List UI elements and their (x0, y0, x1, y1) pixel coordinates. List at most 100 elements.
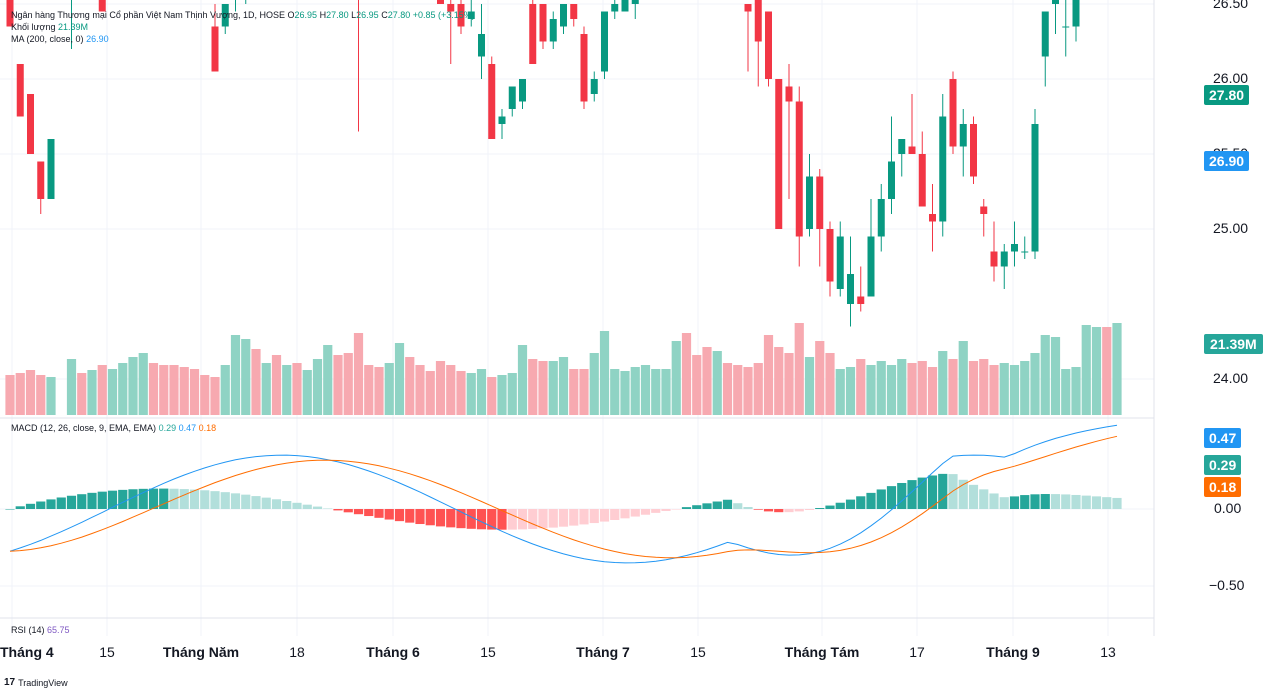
macd-hist-bar (630, 509, 640, 517)
legend-rsi[interactable]: RSI (14) 65.75 (11, 624, 70, 636)
volume-bar (466, 373, 476, 415)
candle-body (508, 86, 516, 109)
time-tick-label: 15 (690, 644, 706, 660)
macd-hist-bar (220, 492, 230, 509)
candle-body (970, 124, 977, 177)
candle-body (498, 116, 506, 124)
legend-volume-label: Khối lượng (11, 22, 56, 32)
volume-bar (845, 367, 856, 415)
volume-bar (374, 367, 384, 415)
macd-hist-bar (261, 497, 271, 509)
macd-hist-bar (835, 502, 845, 509)
tradingview-brand: TradingView (18, 677, 68, 688)
legend-ma-value: 26.90 (86, 34, 109, 44)
volume-bar (579, 369, 589, 415)
volume-bar (323, 345, 333, 415)
volume-bar (897, 359, 907, 415)
volume-tag: 21.39M (1204, 334, 1263, 354)
macd-hist-bar (671, 509, 681, 510)
macd-hist-bar (476, 509, 487, 530)
volume-bar (856, 359, 866, 415)
macd-hist-bar (1061, 494, 1071, 509)
volume-bar (1102, 327, 1112, 415)
macd-hist-bar (968, 484, 979, 509)
volume-bar (599, 331, 610, 415)
macd-hist-bar (241, 494, 251, 509)
macd-hist-bar (815, 508, 825, 509)
macd-hist-bar (1081, 495, 1091, 509)
tradingview-logo[interactable]: 17 TradingView (4, 677, 68, 688)
macd-hist-bar (856, 496, 866, 509)
volume-bar (66, 359, 77, 415)
volume-bar (97, 365, 107, 415)
hist-tag: 0.29 (1204, 455, 1242, 475)
candle-body (221, 4, 229, 27)
candle-body (1031, 124, 1039, 252)
macd-hist-bar (128, 489, 138, 509)
macd-hist-bar (384, 509, 394, 520)
time-tick-label: Tháng 4 (0, 644, 54, 660)
macd-hist-bar (784, 509, 794, 513)
legend-volume[interactable]: Khối lượng 21.39M (11, 21, 88, 33)
candle-body (488, 64, 496, 139)
volume-bar (866, 365, 876, 415)
macd-hist-bar (763, 509, 774, 512)
volume-bar (446, 365, 456, 415)
macd-hist-bar (702, 503, 712, 509)
volume-bar (128, 357, 138, 415)
volume-bar (353, 333, 364, 415)
macd-hist-bar (394, 509, 405, 522)
macd-tick-label: 0.00 (1214, 500, 1242, 516)
macd-hist-bar (364, 509, 374, 517)
time-tick-label: 18 (289, 644, 305, 660)
macd-hist-bar (825, 505, 835, 509)
volume-bar (917, 361, 927, 415)
macd-hist-bar (87, 492, 97, 509)
candle-body (775, 79, 783, 229)
macd-hist-bar (210, 491, 220, 509)
volume-bar (733, 365, 743, 415)
macd-hist-bar (15, 506, 25, 509)
volume-bar (241, 339, 251, 415)
macd-hist-bar (876, 489, 886, 509)
volume-bar (282, 365, 292, 415)
volume-bar (415, 365, 425, 415)
macd-hist-bar (866, 492, 876, 509)
legend-main[interactable]: Ngân hàng Thương mại Cổ phần Việt Nam Th… (11, 9, 475, 21)
candle-body (826, 229, 834, 282)
volume-bar (425, 371, 435, 415)
macd-hist-bar (1102, 497, 1112, 509)
time-tick-label: 17 (909, 644, 925, 660)
signal-line (9, 435, 1118, 559)
macd-hist-bar (743, 506, 753, 509)
candle-body (939, 116, 947, 222)
volume-bar (517, 345, 528, 415)
macd-hist-bar (907, 480, 917, 509)
volume-bar (87, 370, 97, 415)
legend-ma[interactable]: MA (200, close, 0) 26.90 (11, 33, 109, 45)
macd-hist-bar (579, 509, 589, 525)
volume-bar (1112, 323, 1122, 415)
volume-bar (610, 369, 620, 415)
volume-bar (1009, 365, 1020, 415)
legend-macd[interactable]: MACD (12, 26, close, 9, EMA, EMA) 0.29 0… (11, 422, 216, 434)
macd-hist-bar (558, 509, 569, 527)
volume-bar (148, 363, 159, 415)
macd-hist-bar (599, 509, 610, 522)
macd-hist-bar (569, 509, 579, 526)
volume-bar (159, 365, 169, 415)
volume-bar (835, 369, 845, 415)
legend-rsi-value: 65.75 (47, 625, 70, 635)
candle-body (621, 0, 629, 12)
candle-body (1000, 251, 1008, 267)
legend-o-label: O (287, 10, 295, 20)
time-tick-label: 15 (480, 644, 496, 660)
candle-body (1072, 0, 1080, 27)
volume-bar (825, 353, 835, 415)
macd-hist-bar (538, 509, 548, 529)
volume-bar (497, 375, 507, 415)
legend-macd-hist: 0.29 (158, 423, 177, 433)
macd-hist-bar (46, 499, 56, 509)
